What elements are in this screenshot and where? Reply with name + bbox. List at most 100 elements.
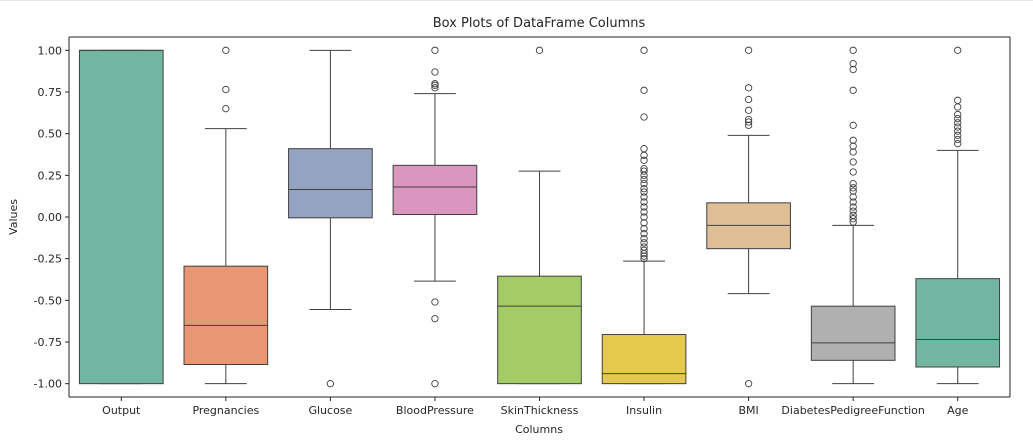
outlier-point [744, 118, 753, 126]
outlier-point [744, 115, 753, 124]
outlier-point [849, 203, 857, 211]
outlier-point [640, 219, 648, 227]
cell-top-border [0, 0, 1033, 1]
outlier-point [849, 60, 857, 68]
y-tick-label: 0.25 [38, 169, 63, 182]
y-tick-label: -0.50 [34, 294, 62, 307]
box-bloodpressure [392, 164, 478, 215]
outlier-point [640, 243, 648, 251]
x-tick-label: BMI [738, 404, 758, 417]
outlier-point [640, 225, 648, 233]
outlier-point [640, 46, 648, 54]
y-tick-label: 1.00 [38, 44, 63, 57]
y-tick-label: -0.25 [34, 253, 62, 266]
outlier-point [640, 185, 648, 193]
y-tick-label: 0.00 [38, 211, 63, 224]
box-skinthickness [497, 275, 582, 385]
outlier-point [849, 207, 857, 215]
outlier-point [326, 380, 335, 388]
box-output [78, 49, 164, 385]
outlier-point [640, 86, 648, 94]
outlier-point [849, 158, 857, 166]
outlier-point [954, 96, 962, 104]
outlier-point [640, 246, 648, 254]
outlier-point [744, 121, 753, 129]
outlier-point [849, 46, 857, 54]
outlier-point [849, 180, 857, 188]
outlier-point [640, 252, 648, 260]
outlier-point [744, 84, 753, 92]
outlier-point [431, 80, 439, 88]
outlier-point [431, 68, 439, 76]
outlier-point [431, 84, 439, 92]
x-tick-label: Glucose [308, 404, 352, 417]
x-tick-label: DiabetesPedigreeFunction [781, 404, 924, 417]
outlier-point [744, 380, 753, 388]
outlier-point [640, 239, 648, 247]
outlier-point [954, 115, 962, 123]
outlier-point [640, 193, 648, 201]
y-tick-label: 0.50 [38, 128, 63, 141]
outlier-point [954, 140, 962, 148]
outlier-point [849, 198, 857, 206]
outlier-point [640, 255, 648, 263]
box-pregnancies [183, 265, 269, 365]
chart-title: Box Plots of DataFrame Columns [433, 16, 646, 31]
outlier-point [640, 180, 648, 188]
outlier-point [640, 113, 648, 121]
outlier-point [640, 213, 648, 221]
outlier-point [640, 175, 648, 184]
outlier-point [640, 235, 648, 243]
outlier-point [849, 142, 857, 150]
outlier-point [849, 136, 857, 144]
box-age [915, 278, 1001, 368]
outlier-point [744, 106, 753, 114]
x-tick-label: BloodPressure [396, 404, 474, 417]
outlier-point [849, 211, 857, 219]
y-tick-label: -0.75 [34, 336, 62, 349]
outlier-point [954, 103, 962, 111]
outlier-point [849, 215, 857, 223]
outlier-point [849, 65, 857, 74]
x-tick-label: Insulin [626, 404, 662, 417]
x-tick-label: Output [102, 404, 141, 417]
outlier-point [640, 203, 648, 211]
outlier-point [431, 298, 439, 306]
x-axis-label: Columns [515, 423, 563, 436]
outlier-point [849, 184, 857, 192]
outlier-point [431, 380, 439, 388]
outlier-point [640, 145, 648, 153]
outlier-point [849, 193, 857, 201]
y-tick-label: -1.00 [34, 378, 62, 391]
outlier-point [640, 167, 648, 175]
outlier-point [849, 187, 857, 195]
outlier-point [222, 85, 230, 94]
outlier-point [431, 46, 439, 54]
outlier-point [849, 121, 857, 129]
y-axis-label: Values [7, 199, 20, 235]
outlier-point [431, 315, 439, 323]
outlier-point [222, 46, 230, 54]
outlier-point [744, 95, 753, 104]
outlier-point [640, 198, 648, 206]
outlier-point [535, 46, 544, 54]
outlier-point [954, 110, 962, 119]
outlier-point [744, 46, 753, 54]
outlier-point [849, 148, 857, 156]
outlier-point [640, 156, 648, 164]
box-insulin [601, 334, 687, 385]
outlier-point [954, 131, 962, 139]
outlier-point [640, 230, 648, 238]
box-diabetespedigreefunction [810, 305, 896, 361]
outlier-point [954, 46, 962, 54]
outlier-point [640, 208, 648, 216]
outlier-point [640, 188, 648, 196]
outlier-point [954, 119, 962, 127]
y-tick-label: 0.75 [38, 86, 63, 99]
outlier-point [849, 86, 857, 94]
outlier-point [640, 165, 648, 173]
x-tick-label: Age [947, 404, 969, 417]
outlier-point [954, 127, 962, 135]
x-tick-label: Pregnancies [192, 404, 259, 417]
